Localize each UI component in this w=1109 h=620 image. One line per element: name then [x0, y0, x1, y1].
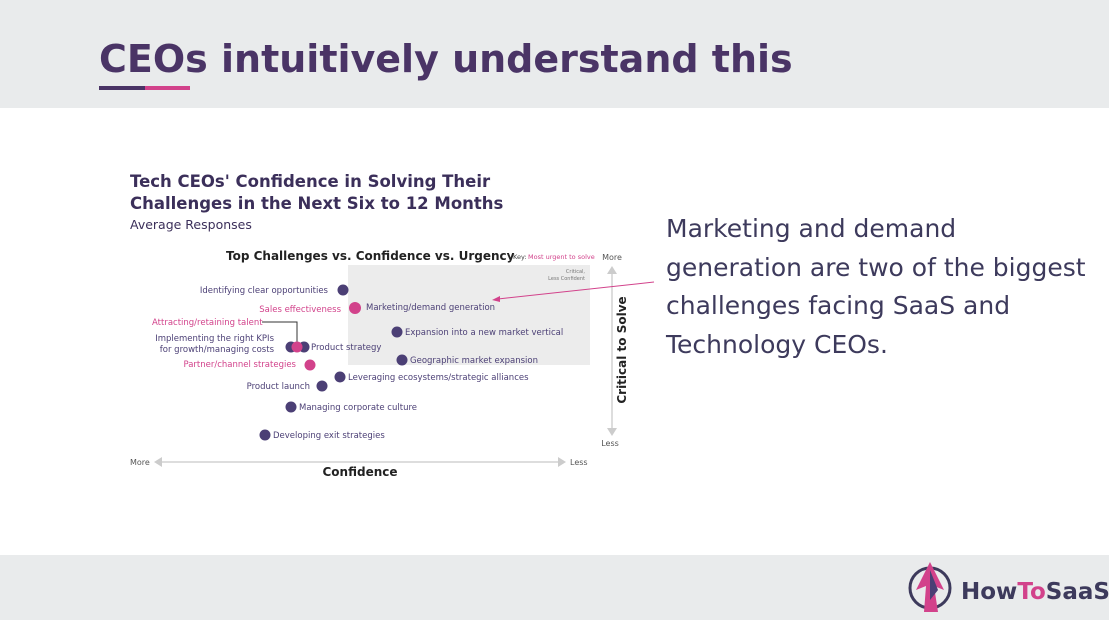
logo-part: How [961, 579, 1017, 605]
region-label: Less Confident [548, 276, 585, 282]
point-label: Sales effectiveness [259, 305, 341, 315]
point-label: for growth/managing costs [160, 345, 275, 355]
point-label: Marketing/demand generation [366, 303, 495, 313]
point-label: Geographic market expansion [410, 356, 538, 366]
chart-title: Challenges in the Next Six to 12 Months [130, 194, 504, 213]
footer-band [0, 555, 1109, 620]
region-label: Critical, [566, 269, 585, 275]
point [259, 429, 271, 441]
point-label: Attracting/retaining talent [152, 318, 263, 328]
point [396, 354, 408, 366]
point [291, 341, 303, 353]
logo-icon [908, 562, 952, 612]
point-label: Partner/channel strategies [183, 360, 296, 370]
point [304, 359, 316, 371]
point [285, 401, 297, 413]
point-label: Product strategy [311, 343, 381, 353]
point-label: Implementing the right KPIs [155, 334, 274, 344]
x-axis-left: More [130, 458, 150, 467]
underline [145, 86, 190, 90]
callout-arrowhead [492, 296, 500, 302]
callout-arrow [497, 281, 655, 300]
body-text: challenges facing SaaS and [666, 291, 1010, 320]
body-text: generation are two of the biggest [666, 253, 1086, 282]
x-axis-right: Less [570, 458, 588, 467]
logo-part: To [1017, 579, 1045, 605]
point-label: Leveraging ecosystems/strategic alliance… [348, 373, 529, 383]
region [348, 265, 590, 365]
point-label: Identifying clear opportunities [200, 286, 329, 296]
point-label: Product launch [247, 382, 310, 392]
inner-title: Top Challenges vs. Confidence vs. Urgenc… [226, 249, 515, 263]
logo-part: SaaS [1046, 579, 1109, 605]
key-text: Most urgent to solve [528, 253, 595, 261]
point-label: Managing corporate culture [299, 403, 417, 413]
key-label: Key: [513, 253, 527, 261]
chart-title: Tech CEOs' Confidence in Solving Their [130, 172, 491, 191]
slide-title: CEOs intuitively understand this [99, 37, 793, 81]
point [349, 302, 361, 314]
point [316, 380, 328, 392]
leader-line [262, 321, 298, 343]
chart-subtitle: Average Responses [130, 217, 252, 232]
logo-text: HowToSaaS [961, 579, 1109, 605]
underline [99, 86, 145, 90]
point [391, 326, 403, 338]
y-axis-bottom: Less [601, 439, 619, 448]
body-text: Marketing and demand [666, 214, 956, 243]
point [334, 371, 346, 383]
point-label: Expansion into a new market vertical [405, 328, 563, 338]
x-axis-label: Confidence [322, 465, 397, 479]
y-axis-top: More [602, 253, 622, 262]
y-axis-label: Critical to Solve [615, 296, 629, 403]
point [337, 284, 349, 296]
point-label: Developing exit strategies [273, 431, 385, 441]
body-text: Technology CEOs. [665, 330, 888, 359]
